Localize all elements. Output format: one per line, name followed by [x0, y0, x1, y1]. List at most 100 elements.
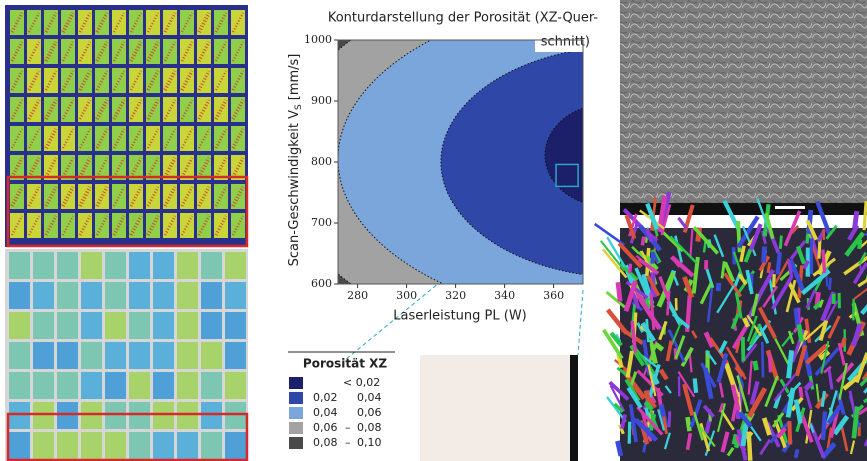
grain [652, 252, 653, 264]
figure: Konturdarstellung der Porosität (XZ-Quer… [0, 0, 867, 461]
specimen-tile [201, 282, 222, 309]
grain [618, 282, 620, 301]
specimen-tile [105, 282, 126, 309]
specimen-tile [153, 252, 174, 279]
grain [642, 237, 643, 246]
specimen-tile [33, 402, 54, 429]
specimen-tile [153, 372, 174, 399]
specimen-tile [81, 432, 102, 459]
specimen-tile [153, 282, 174, 309]
figure-canvas: Konturdarstellung der Porosität (XZ-Quer… [0, 0, 867, 461]
y-axis-subscript: S [294, 104, 304, 110]
specimen-tile [57, 312, 78, 339]
specimen-tile [57, 372, 78, 399]
grain [842, 338, 845, 347]
legend-label: < 0,02 [343, 376, 380, 389]
chart-title: Konturdarstellung der Porosität (XZ-Quer… [328, 11, 599, 26]
specimen-tile [33, 372, 54, 399]
legend-swatch [289, 437, 303, 449]
legend-title: Porosität XZ [303, 357, 387, 371]
legend-swatch [289, 407, 303, 419]
specimen-tile [201, 342, 222, 369]
micrograph [420, 355, 578, 461]
grain [859, 240, 860, 249]
specimen-tile [153, 312, 174, 339]
specimen-tile [57, 282, 78, 309]
specimen-tile [153, 342, 174, 369]
specimen-tile [225, 252, 246, 279]
grain [769, 354, 770, 372]
specimen-tile [201, 432, 222, 459]
specimen-tile [9, 432, 30, 459]
grain [830, 278, 831, 290]
specimen-tile [81, 402, 102, 429]
specimen-tile [9, 372, 30, 399]
specimen-tile [129, 312, 150, 339]
specimen-tile [129, 432, 150, 459]
specimen-tile [129, 402, 150, 429]
specimen-tile [9, 342, 30, 369]
micrograph-edge [570, 355, 578, 461]
specimen-tile [33, 432, 54, 459]
specimen-tile [177, 342, 198, 369]
specimen-tile [201, 372, 222, 399]
specimen-tile [153, 402, 174, 429]
specimen-tile [129, 372, 150, 399]
grain [652, 344, 655, 363]
x-tick-label: 360 [543, 289, 564, 302]
grain [749, 432, 751, 461]
grain [789, 350, 792, 378]
grain [688, 417, 690, 431]
specimen-tile [57, 432, 78, 459]
x-tick-label: 340 [494, 289, 515, 302]
specimen-tile [81, 372, 102, 399]
grain [762, 342, 763, 378]
legend-label: 0,06 [313, 421, 338, 434]
specimen-tile [81, 282, 102, 309]
scan-image-top [5, 5, 248, 247]
legend-label: – [345, 436, 351, 449]
x-axis-label: Laserleistung PL (W) [393, 309, 527, 324]
specimen-tile [129, 252, 150, 279]
grain [743, 424, 746, 446]
specimen-tile [225, 312, 246, 339]
specimen-tile [33, 252, 54, 279]
y-tick-label: 600 [311, 277, 332, 290]
grain [695, 378, 696, 392]
specimen-tile [177, 252, 198, 279]
legend-label: 0,04 [357, 391, 382, 404]
grain [822, 391, 824, 407]
y-tick-label: 800 [311, 155, 332, 168]
grain [617, 441, 620, 456]
grain [630, 264, 631, 273]
specimen-tile [81, 342, 102, 369]
specimen-tile [33, 312, 54, 339]
grain [796, 449, 798, 457]
grain [768, 262, 770, 273]
specimen-tile [129, 342, 150, 369]
specimen-tile [201, 402, 222, 429]
legend-label: 0,10 [357, 436, 382, 449]
legend-swatch [289, 377, 303, 389]
specimen-tile [177, 402, 198, 429]
grain [734, 434, 736, 444]
specimen-tile [201, 312, 222, 339]
specimen-tile [177, 372, 198, 399]
specimen-tile [105, 372, 126, 399]
legend-label: 0,08 [313, 436, 338, 449]
grain [823, 250, 825, 274]
specimen-tile [105, 312, 126, 339]
specimen-tile [201, 252, 222, 279]
legend-label: 0,02 [313, 391, 338, 404]
legend-swatch [289, 392, 303, 404]
specimen-tile [177, 312, 198, 339]
specimen-tile [33, 282, 54, 309]
grain [800, 387, 801, 397]
specimen-tile [153, 432, 174, 459]
specimen-tile [225, 342, 246, 369]
grain [777, 252, 779, 274]
legend-label: 0,04 [313, 406, 338, 419]
y-axis-label: Scan-Geschwindigkeit V [287, 110, 302, 267]
legend-label: 0,06 [357, 406, 382, 419]
grain [823, 411, 825, 439]
